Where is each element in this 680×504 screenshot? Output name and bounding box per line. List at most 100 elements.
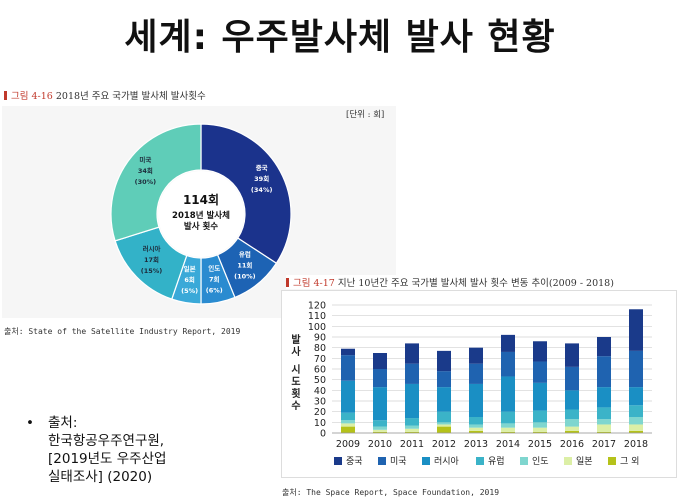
bar-segment: [373, 426, 387, 430]
center-total: 114회: [183, 192, 219, 207]
legend-label: 러시아: [434, 456, 460, 467]
bar-segment: [501, 427, 515, 432]
caption-marker: [286, 278, 289, 287]
y-axis-label-char: 발: [291, 333, 301, 346]
bar-segment: [597, 419, 611, 425]
figure1-caption: 그림 4-16 2018년 주요 국가별 발사체 발사횟수: [4, 88, 206, 102]
y-axis-label-char: 시: [291, 364, 300, 376]
figure1-source: 출처: State of the Satellite Industry Repo…: [4, 327, 241, 336]
legend-label: 미국: [390, 456, 407, 467]
y-tick-label: 110: [308, 311, 326, 322]
bar-stack: [437, 350, 451, 433]
bar-segment: [597, 356, 611, 388]
bar-segment: [629, 424, 643, 431]
x-tick-label: 2017: [592, 439, 616, 450]
bar-panel: 그림 4-17 지난 10년간 주요 국가별 발사체 발사 횟수 변동 추이(2…: [281, 275, 677, 478]
legend-item: 일본: [564, 456, 593, 467]
bar-segment: [501, 411, 515, 424]
bar-segment: [373, 369, 387, 388]
bar-segment: [533, 410, 547, 423]
bar-segment: [565, 343, 579, 367]
bar-stack: [341, 348, 355, 433]
bar-segment: [405, 343, 419, 364]
bar-segment: [629, 405, 643, 417]
bar-segment: [437, 371, 451, 388]
bar-segment: [629, 430, 643, 433]
figure1-caption-text: 2018년 주요 국가별 발사체 발사횟수: [55, 91, 206, 102]
y-tick-label: 50: [314, 375, 326, 386]
legend-item: 그 외: [608, 455, 639, 467]
bar-segment: [341, 355, 355, 381]
bar-segment: [405, 363, 419, 384]
x-tick-label: 2015: [528, 439, 552, 450]
bar-segment: [533, 422, 547, 428]
slice-label-line: (15%): [141, 267, 163, 275]
bar-segment: [373, 387, 387, 421]
legend-swatch: [422, 457, 430, 465]
y-tick-label: 120: [308, 301, 326, 312]
bar-segment: [469, 383, 483, 417]
caption-marker: [4, 91, 7, 100]
legend-swatch: [520, 457, 528, 465]
note-line: 실태조사] (2020): [48, 469, 153, 485]
note-bullet: •: [26, 415, 34, 431]
bar-segment: [437, 350, 451, 372]
pie-slice: [110, 123, 202, 242]
y-tick-label: 30: [314, 397, 326, 408]
bar-segment: [341, 423, 355, 427]
bar-segment: [501, 351, 515, 377]
legend-swatch: [608, 457, 616, 465]
figure1-caption-prefix: 그림 4-16: [11, 91, 53, 102]
legend-swatch: [476, 457, 484, 465]
slice-label-line: 인도: [208, 264, 220, 273]
bar-segment: [373, 420, 387, 427]
legend-swatch: [378, 457, 386, 465]
bar-segment: [341, 426, 355, 433]
slide-title: 세계: 우주발사체 발사 현황: [124, 17, 556, 58]
x-tick-label: 2016: [560, 439, 584, 450]
bar-stack: [629, 309, 643, 433]
x-tick-label: 2013: [464, 439, 488, 450]
slice-label-line: (6%): [206, 287, 223, 295]
note-line: 한국항공우주연구원,: [48, 433, 165, 449]
bar-segment: [469, 427, 483, 431]
bar-segment: [533, 361, 547, 383]
bar-stack: [373, 353, 387, 433]
legend-label: 그 외: [620, 455, 639, 467]
slice-label: 중국 39회 (34%): [251, 164, 273, 194]
pie-slice: [200, 123, 292, 265]
bar-stack: [597, 337, 611, 433]
legend: 중국 미국 러시아 유럽 인도 일본 그 외: [334, 455, 639, 467]
slice-label-line: (5%): [181, 287, 198, 295]
bar-segment: [533, 427, 547, 432]
bar-segment: [597, 431, 611, 433]
legend-label: 중국: [346, 456, 363, 467]
y-tick-label: 40: [314, 386, 326, 397]
bar-segment: [469, 430, 483, 433]
y-axis-label-char: 수: [291, 400, 300, 412]
slice-label-line: 6회: [184, 275, 195, 284]
slice-label: 인도 7회 (6%): [206, 264, 223, 295]
x-tick-label: 2009: [336, 439, 360, 450]
slice-label-line: 러시아: [143, 244, 161, 253]
bar-segment: [565, 366, 579, 391]
slice-label: 일본 6회 (5%): [181, 264, 198, 295]
figure2-caption: 그림 4-17 지난 10년간 주요 국가별 발사체 발사 횟수 변동 추이(2…: [286, 275, 614, 289]
bar-segment: [405, 431, 419, 433]
bar-segment: [469, 347, 483, 364]
legend-item: 러시아: [422, 456, 460, 467]
slice-label-line: 39회: [254, 174, 269, 183]
x-tick-label: 2018: [624, 439, 648, 450]
bar-segment: [629, 417, 643, 425]
bar-segment: [373, 353, 387, 369]
legend-swatch: [564, 457, 572, 465]
x-tick-label: 2011: [400, 439, 424, 450]
unit-label: [단위 : 회]: [346, 110, 385, 120]
bar-segment: [565, 419, 579, 427]
y-tick-label: 20: [314, 407, 326, 418]
bar-segment: [341, 420, 355, 424]
bar-stack: [469, 347, 483, 433]
bar-segment: [533, 341, 547, 362]
bar-segment: [533, 382, 547, 411]
